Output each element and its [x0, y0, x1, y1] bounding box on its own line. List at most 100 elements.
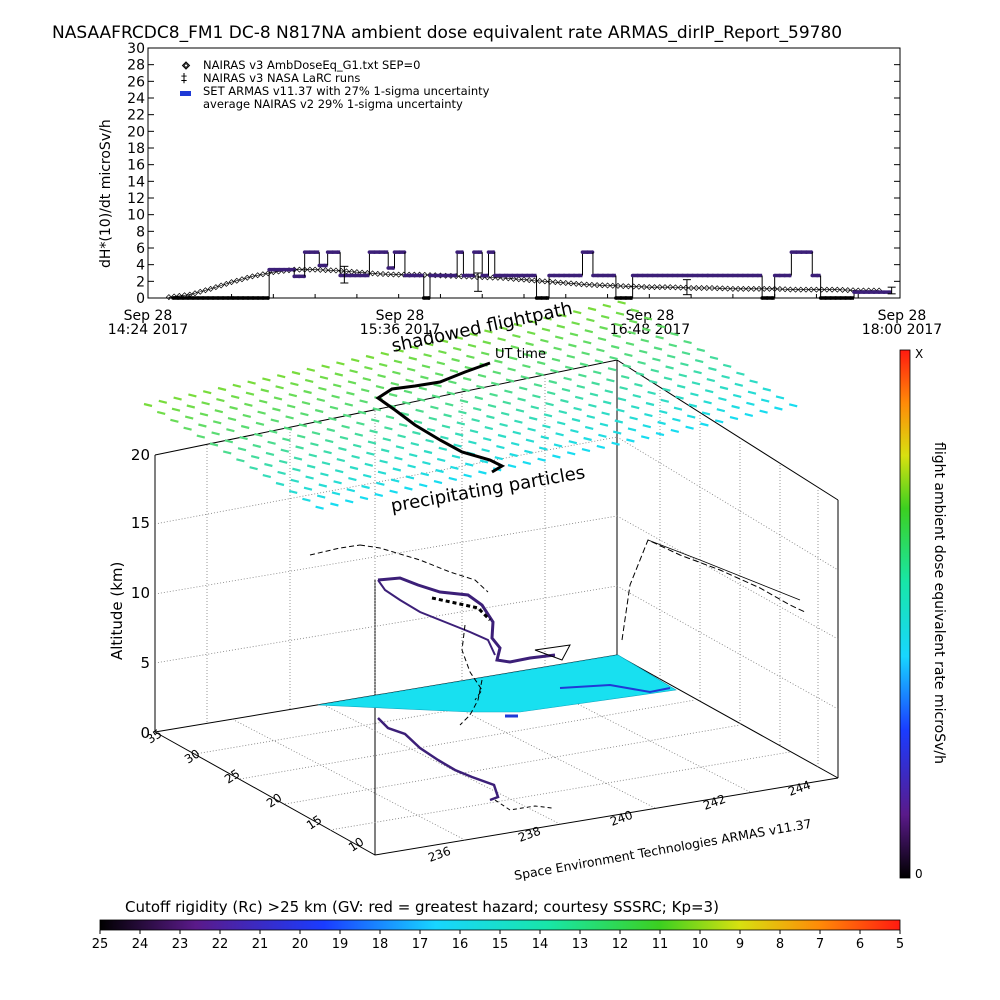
- particle-cell: [314, 408, 324, 414]
- particle-cell: [300, 412, 309, 417]
- armas-point: [815, 273, 820, 278]
- armas-point: [461, 273, 466, 278]
- particle-cell: [397, 434, 406, 439]
- particle-cell: [420, 375, 429, 380]
- particle-cell: [553, 346, 562, 351]
- armas-point: [216, 296, 220, 300]
- lat-tick-label: 10: [346, 834, 366, 854]
- particle-cell: [421, 364, 431, 369]
- armas-point: [486, 250, 491, 254]
- armas-point: [640, 273, 645, 278]
- colorbar-cutoff-rigidity: Cutoff rigidity (Rc) >25 km (GV: red = g…: [92, 898, 904, 952]
- particle-cell: [430, 405, 439, 410]
- particle-cell: [788, 403, 798, 408]
- particle-cell: [632, 394, 642, 399]
- particle-cell: [471, 418, 480, 423]
- particle-cell: [254, 432, 263, 437]
- colorbar-cutoff-gradient: [99, 919, 901, 931]
- colorbar-dose-rate-gradient: [899, 349, 911, 879]
- model-point: [646, 284, 653, 291]
- particle-cell: [408, 356, 418, 361]
- armas-point: [833, 296, 838, 300]
- model-point: [557, 279, 564, 286]
- colorbar-bottom-label: 0: [915, 867, 923, 881]
- particle-cell: [379, 459, 388, 464]
- particle-cell: [288, 489, 298, 494]
- flight-3d-plot: 0 5 10 15 20 Altitude (km) 10 15 20 25 3…: [108, 298, 839, 883]
- particle-cell: [418, 483, 428, 488]
- armas-point: [756, 273, 760, 278]
- particle-cell: [183, 426, 192, 431]
- particle-cell: [321, 364, 330, 369]
- particle-cell: [433, 383, 442, 388]
- armas-point: [804, 250, 809, 254]
- particle-cell: [264, 462, 273, 468]
- armas-point: [256, 296, 260, 300]
- particle-cell: [676, 384, 686, 389]
- particle-cell: [319, 375, 329, 380]
- legend: NAIRAS v3 AmbDoseEq_G1.txt SEP=0 ‡ NAIRA…: [180, 58, 490, 111]
- armas-point: [635, 273, 640, 278]
- particle-cell: [513, 322, 523, 328]
- particle-cell: [454, 432, 464, 437]
- particle-cell: [583, 436, 592, 442]
- armas-point: [382, 250, 387, 254]
- particle-cell: [364, 462, 374, 467]
- armas-point: [530, 273, 535, 278]
- particle-cell: [474, 395, 484, 401]
- armas-point: [191, 296, 195, 300]
- particle-cell: [431, 394, 441, 399]
- particle-cell: [478, 470, 487, 475]
- model-point: [244, 274, 251, 281]
- y-axis-label: dH*(10)/dt microSv/h: [98, 119, 114, 268]
- particle-cell: [589, 392, 599, 397]
- model-point: [369, 270, 376, 277]
- particle-cell: [395, 445, 405, 450]
- cbar-tick-label: 8: [776, 937, 784, 952]
- particle-cell: [392, 467, 402, 472]
- particle-cell: [538, 446, 548, 451]
- particle-cell: [436, 361, 446, 366]
- particle-cell: [660, 398, 670, 403]
- particle-cell: [620, 375, 630, 380]
- model-point: [322, 267, 329, 274]
- particle-cell: [685, 425, 694, 430]
- armas-point: [591, 273, 595, 278]
- particle-cell: [278, 459, 288, 464]
- model-point: [223, 280, 230, 287]
- model-point: [834, 286, 841, 293]
- lat-tick-label: 35: [144, 726, 164, 746]
- armas-point: [515, 273, 520, 278]
- armas-point: [736, 273, 740, 278]
- particle-cell: [209, 442, 219, 447]
- armas-point: [505, 273, 510, 278]
- model-point: [317, 266, 324, 273]
- armas-point: [828, 296, 833, 300]
- particle-cell: [344, 499, 354, 504]
- model-point: [249, 273, 256, 280]
- particle-cell: [394, 456, 403, 461]
- particle-cell: [143, 402, 153, 408]
- particle-cell: [543, 413, 553, 418]
- particle-cell: [291, 370, 301, 376]
- particle-cell: [746, 401, 755, 406]
- legend-label: average NAIRAS v2 29% 1-sigma uncertaint…: [203, 97, 463, 111]
- armas-point: [171, 296, 175, 300]
- particle-cell: [542, 424, 551, 429]
- particle-cell: [272, 407, 281, 412]
- particle-cell: [533, 383, 543, 388]
- precipitating-particles-field: [143, 300, 798, 510]
- particle-cell: [359, 399, 368, 404]
- particle-cell: [262, 377, 271, 382]
- particle-cell: [469, 332, 478, 337]
- particle-cell: [424, 342, 434, 347]
- armas-point: [307, 250, 312, 254]
- armas-point: [552, 273, 556, 278]
- model-point: [265, 270, 272, 277]
- particle-cell: [718, 397, 727, 402]
- model-point: [385, 271, 392, 278]
- latitude-ticks: 10 15 20 25 30 35: [144, 726, 366, 854]
- particle-cell: [257, 410, 266, 415]
- particle-cell: [775, 395, 785, 400]
- particle-cell: [722, 363, 732, 368]
